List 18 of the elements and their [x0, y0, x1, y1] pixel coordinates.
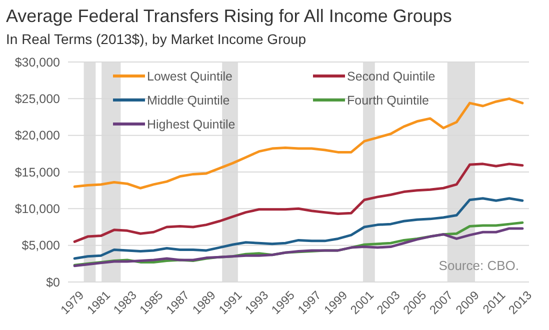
line-series — [73, 197, 524, 260]
legend-label: Lowest Quintile — [147, 69, 233, 84]
legend-label: Highest Quintile — [147, 117, 236, 132]
y-tick-label: $20,000 — [14, 128, 60, 143]
y-tick-label: $15,000 — [14, 165, 60, 180]
chart-title: Average Federal Transfers Rising for All Income Groups — [6, 6, 452, 26]
line-series — [73, 162, 524, 243]
chart-subtitle: In Real Terms (2013$), by Market Income Group — [6, 31, 306, 47]
legend-label: Fourth Quintile — [347, 93, 430, 108]
y-tick-label: $0 — [46, 275, 60, 290]
y-tick-label: $10,000 — [14, 202, 60, 216]
y-tick-label: $30,000 — [14, 55, 60, 70]
legend-label: Middle Quintile — [147, 93, 230, 108]
y-tick-label: $25,000 — [14, 92, 60, 106]
legend-label: Second Quintile — [347, 69, 436, 84]
annotation: Source: CBO. — [438, 258, 519, 273]
line-series — [73, 97, 524, 190]
y-tick-label: $5,000 — [22, 238, 60, 253]
